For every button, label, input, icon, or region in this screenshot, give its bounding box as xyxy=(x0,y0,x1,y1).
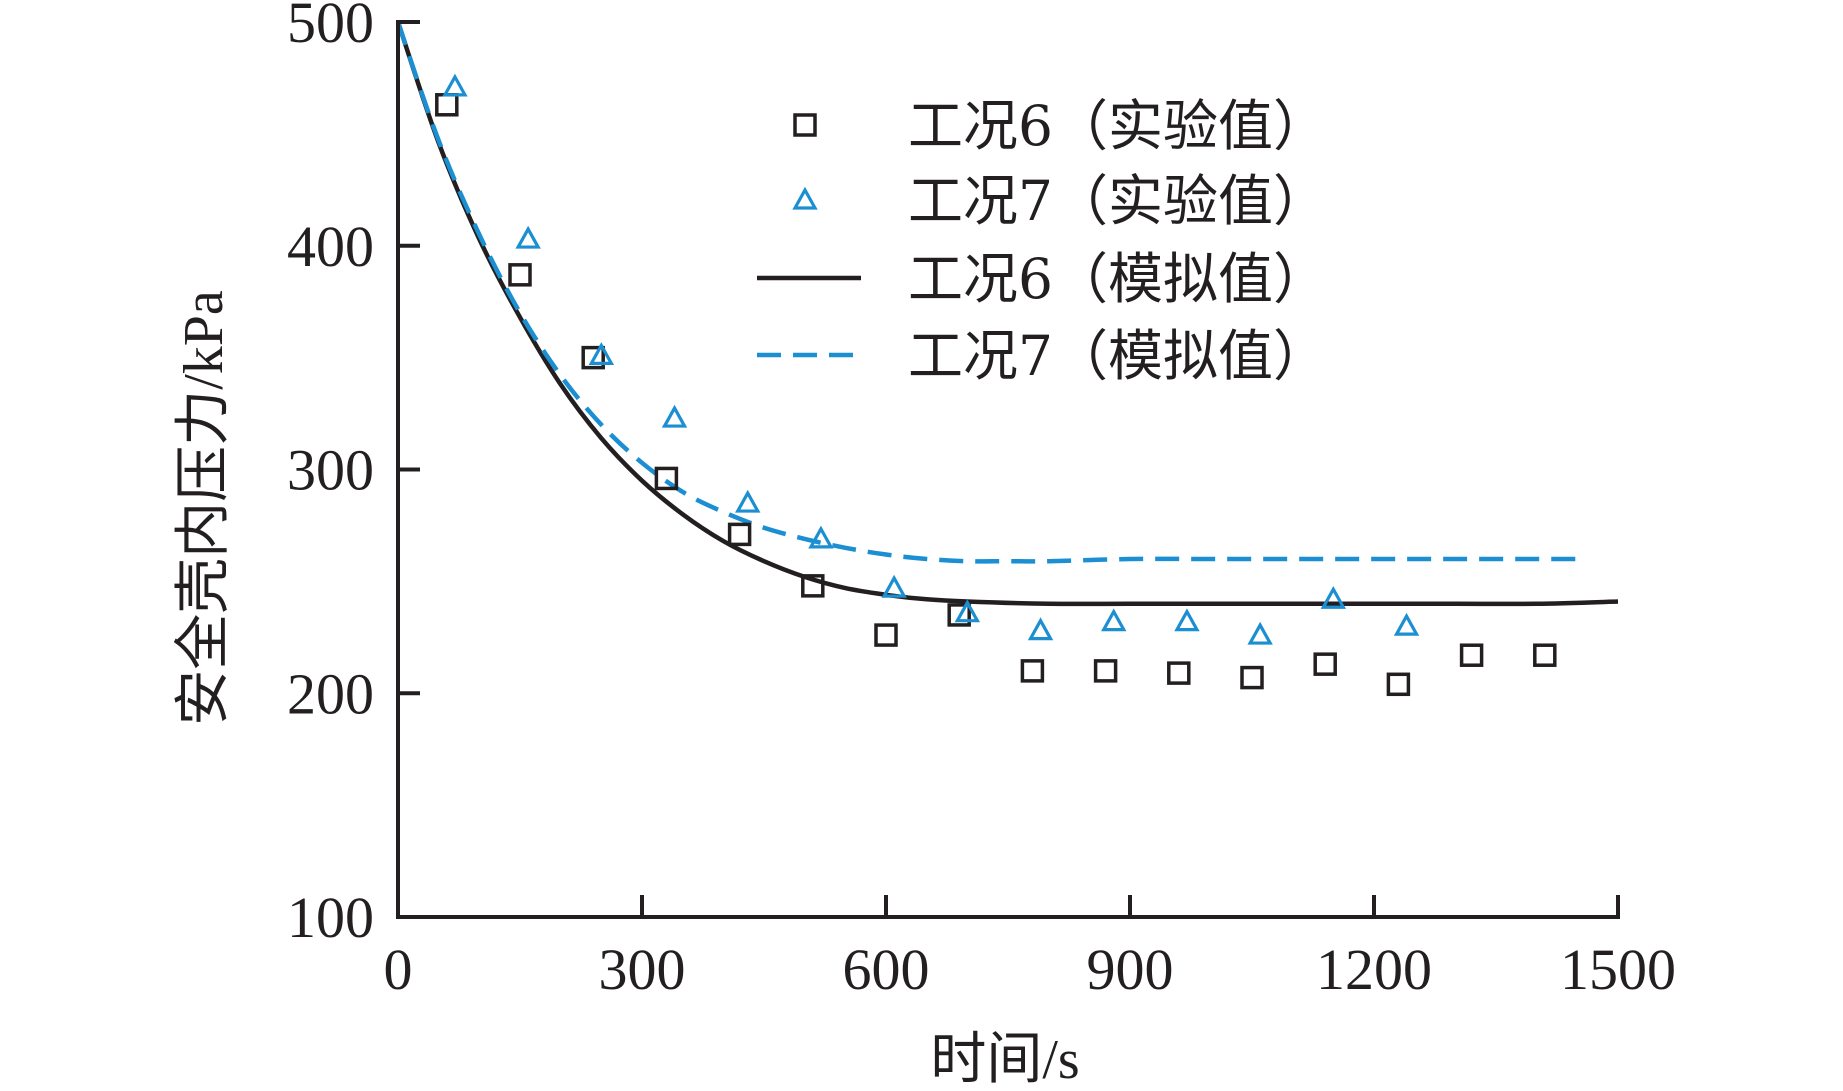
data-point-square xyxy=(1240,665,1264,690)
y-tick-label: 400 xyxy=(287,214,374,279)
data-point-triangle xyxy=(808,525,834,549)
data-point-square xyxy=(1167,661,1191,685)
legend-label: 工况6（模拟值） xyxy=(908,247,1328,311)
data-point-square xyxy=(1533,643,1557,667)
y-axis-title: 安全壳内压力/kPa xyxy=(173,290,235,726)
data-point-square xyxy=(727,522,752,547)
data-point-square xyxy=(1020,659,1045,683)
data-point-square xyxy=(1313,652,1337,676)
y-tick-label: 200 xyxy=(287,661,374,726)
y-tick-label: 300 xyxy=(287,438,374,503)
x-axis-title: 时间/s xyxy=(930,1029,1079,1091)
x-tick-label: 300 xyxy=(599,937,686,1002)
data-point-triangle xyxy=(661,404,688,428)
data-point-square xyxy=(654,466,679,491)
legend-label: 工况6（实验值） xyxy=(908,94,1328,158)
data-point-triangle xyxy=(954,599,981,623)
x-tick-label: 0 xyxy=(384,937,413,1002)
data-point-square xyxy=(947,603,971,627)
data-point-triangle xyxy=(588,342,615,365)
legend-marker-square xyxy=(793,113,817,137)
data-point-triangle xyxy=(1027,617,1054,641)
x-tick-label: 600 xyxy=(843,937,930,1002)
data-point-square xyxy=(435,93,459,117)
data-point-square xyxy=(801,574,825,598)
plot-markers xyxy=(435,73,1557,697)
y-tick-label: 100 xyxy=(287,885,374,950)
x-tick-label: 900 xyxy=(1087,937,1174,1002)
legend-marker-triangle xyxy=(792,186,818,210)
data-point-triangle xyxy=(1174,608,1200,632)
data-point-triangle xyxy=(1101,608,1127,632)
data-point-triangle xyxy=(881,574,907,598)
data-point-square xyxy=(1093,659,1118,683)
data-point-triangle xyxy=(735,489,761,513)
data-point-square xyxy=(508,263,532,287)
data-point-triangle xyxy=(1247,621,1273,645)
x-tick-label: 1500 xyxy=(1560,937,1676,1002)
legend: 工况6（实验值） 工况7（实验值） 工况6（模拟值） 工况7（模拟值） xyxy=(757,94,1328,388)
ticks: 100 200 300 400 500 0 300 600 900 1200 1500 xyxy=(287,0,1676,1002)
x-tick-label: 1200 xyxy=(1316,937,1432,1002)
data-point-triangle xyxy=(515,225,541,249)
legend-label: 工况7（模拟值） xyxy=(908,324,1328,388)
data-point-square xyxy=(874,623,898,647)
y-tick-label: 500 xyxy=(287,0,374,55)
data-point-triangle xyxy=(1393,612,1420,636)
data-point-triangle xyxy=(1320,585,1347,609)
legend-label: 工况7（实验值） xyxy=(908,169,1328,233)
data-point-square xyxy=(581,345,605,370)
data-point-triangle xyxy=(442,73,468,97)
data-point-square xyxy=(1386,672,1411,697)
data-point-square xyxy=(1459,643,1484,667)
series-line-3 xyxy=(395,21,1578,564)
